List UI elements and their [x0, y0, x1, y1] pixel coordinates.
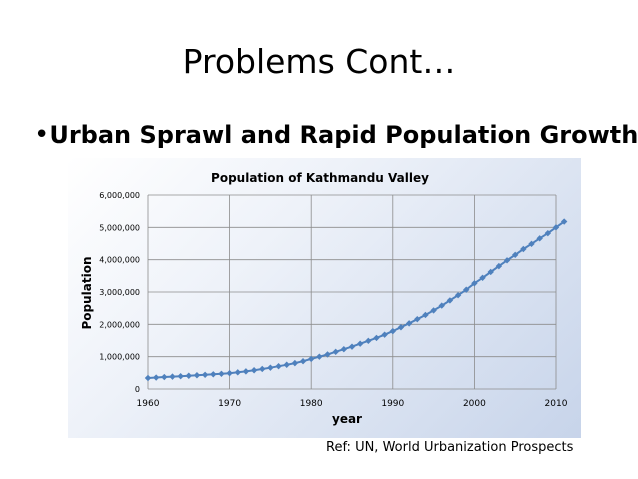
x-tick-label: 1990 — [381, 399, 404, 409]
data-point — [340, 346, 348, 353]
y-tick-labels: 0 1,000,000 2,000,000 3,000,000 4,000,000 5,0… — [99, 191, 140, 394]
data-point — [397, 324, 405, 331]
y-axis-label: Population — [80, 256, 94, 329]
data-point — [446, 297, 454, 304]
data-point — [405, 320, 413, 327]
y-tick-label: 0 — [135, 385, 140, 394]
data-point — [267, 364, 274, 371]
data-point — [144, 374, 152, 382]
data-point — [356, 340, 364, 347]
data-point — [479, 274, 486, 281]
x-tick-label: 2000 — [463, 399, 486, 409]
bullet-text: Urban Sprawl and Rapid Population Growth — [49, 121, 638, 149]
population-chart: Population of Kathmandu Valley 0 1,000,00… — [80, 171, 568, 426]
data-point — [259, 365, 266, 373]
data-point — [193, 372, 201, 379]
y-tick-label: 6,000,000 — [99, 191, 140, 200]
data-point — [218, 370, 225, 378]
data-point — [169, 373, 176, 380]
data-point — [552, 224, 560, 231]
gridlines — [147, 194, 557, 390]
data-point — [389, 327, 396, 335]
data-point — [210, 371, 217, 378]
x-tick-label: 1970 — [218, 399, 241, 409]
x-tick-label: 1980 — [300, 399, 323, 409]
bullet-item: • Urban Sprawl and Rapid Population Grow… — [34, 120, 638, 150]
data-point — [177, 372, 184, 380]
data-point — [520, 245, 527, 253]
data-point — [316, 353, 323, 360]
data-point — [381, 331, 388, 338]
x-tick-labels: 1960 1970 1980 1990 2000 2010 — [137, 399, 568, 409]
data-point — [365, 337, 372, 345]
data-point — [250, 367, 258, 374]
y-tick-label: 3,000,000 — [99, 288, 140, 297]
reference-text: Ref: UN, World Urbanization Prospects — [326, 440, 574, 455]
data-point — [422, 311, 429, 319]
data-point — [332, 348, 339, 356]
data-point — [234, 369, 241, 376]
data-point — [348, 343, 356, 350]
y-tick-label: 1,000,000 — [99, 353, 140, 362]
data-point — [471, 280, 478, 287]
data-point — [308, 355, 315, 363]
data-point — [454, 292, 462, 299]
data-point — [299, 357, 307, 365]
data-point — [324, 351, 331, 358]
chart-title: Population of Kathmandu Valley — [211, 171, 429, 185]
x-axis-label: year — [332, 412, 362, 426]
y-tick-label: 2,000,000 — [99, 320, 140, 329]
data-point — [291, 359, 299, 367]
data-point — [226, 369, 233, 377]
data-point — [275, 363, 282, 370]
x-tick-label: 1960 — [137, 399, 160, 409]
chart-panel: Population of Kathmandu Valley 0 1,000,00… — [68, 158, 581, 438]
bullet-dot-icon: • — [34, 120, 50, 150]
x-tick-label: 2010 — [545, 399, 568, 409]
data-point — [495, 262, 503, 270]
slide-title: Problems Cont… — [182, 42, 456, 81]
data-point — [487, 268, 494, 276]
data-point — [283, 361, 290, 368]
data-point — [373, 334, 380, 342]
series-line — [147, 220, 565, 379]
data-point — [242, 368, 250, 375]
data-point — [438, 302, 445, 309]
data-point — [152, 374, 160, 381]
y-tick-label: 5,000,000 — [99, 223, 140, 232]
data-point — [161, 373, 168, 381]
y-tick-label: 4,000,000 — [99, 256, 140, 265]
data-point — [430, 307, 437, 314]
data-point — [201, 371, 209, 378]
data-point — [185, 372, 192, 379]
data-point — [503, 257, 511, 264]
